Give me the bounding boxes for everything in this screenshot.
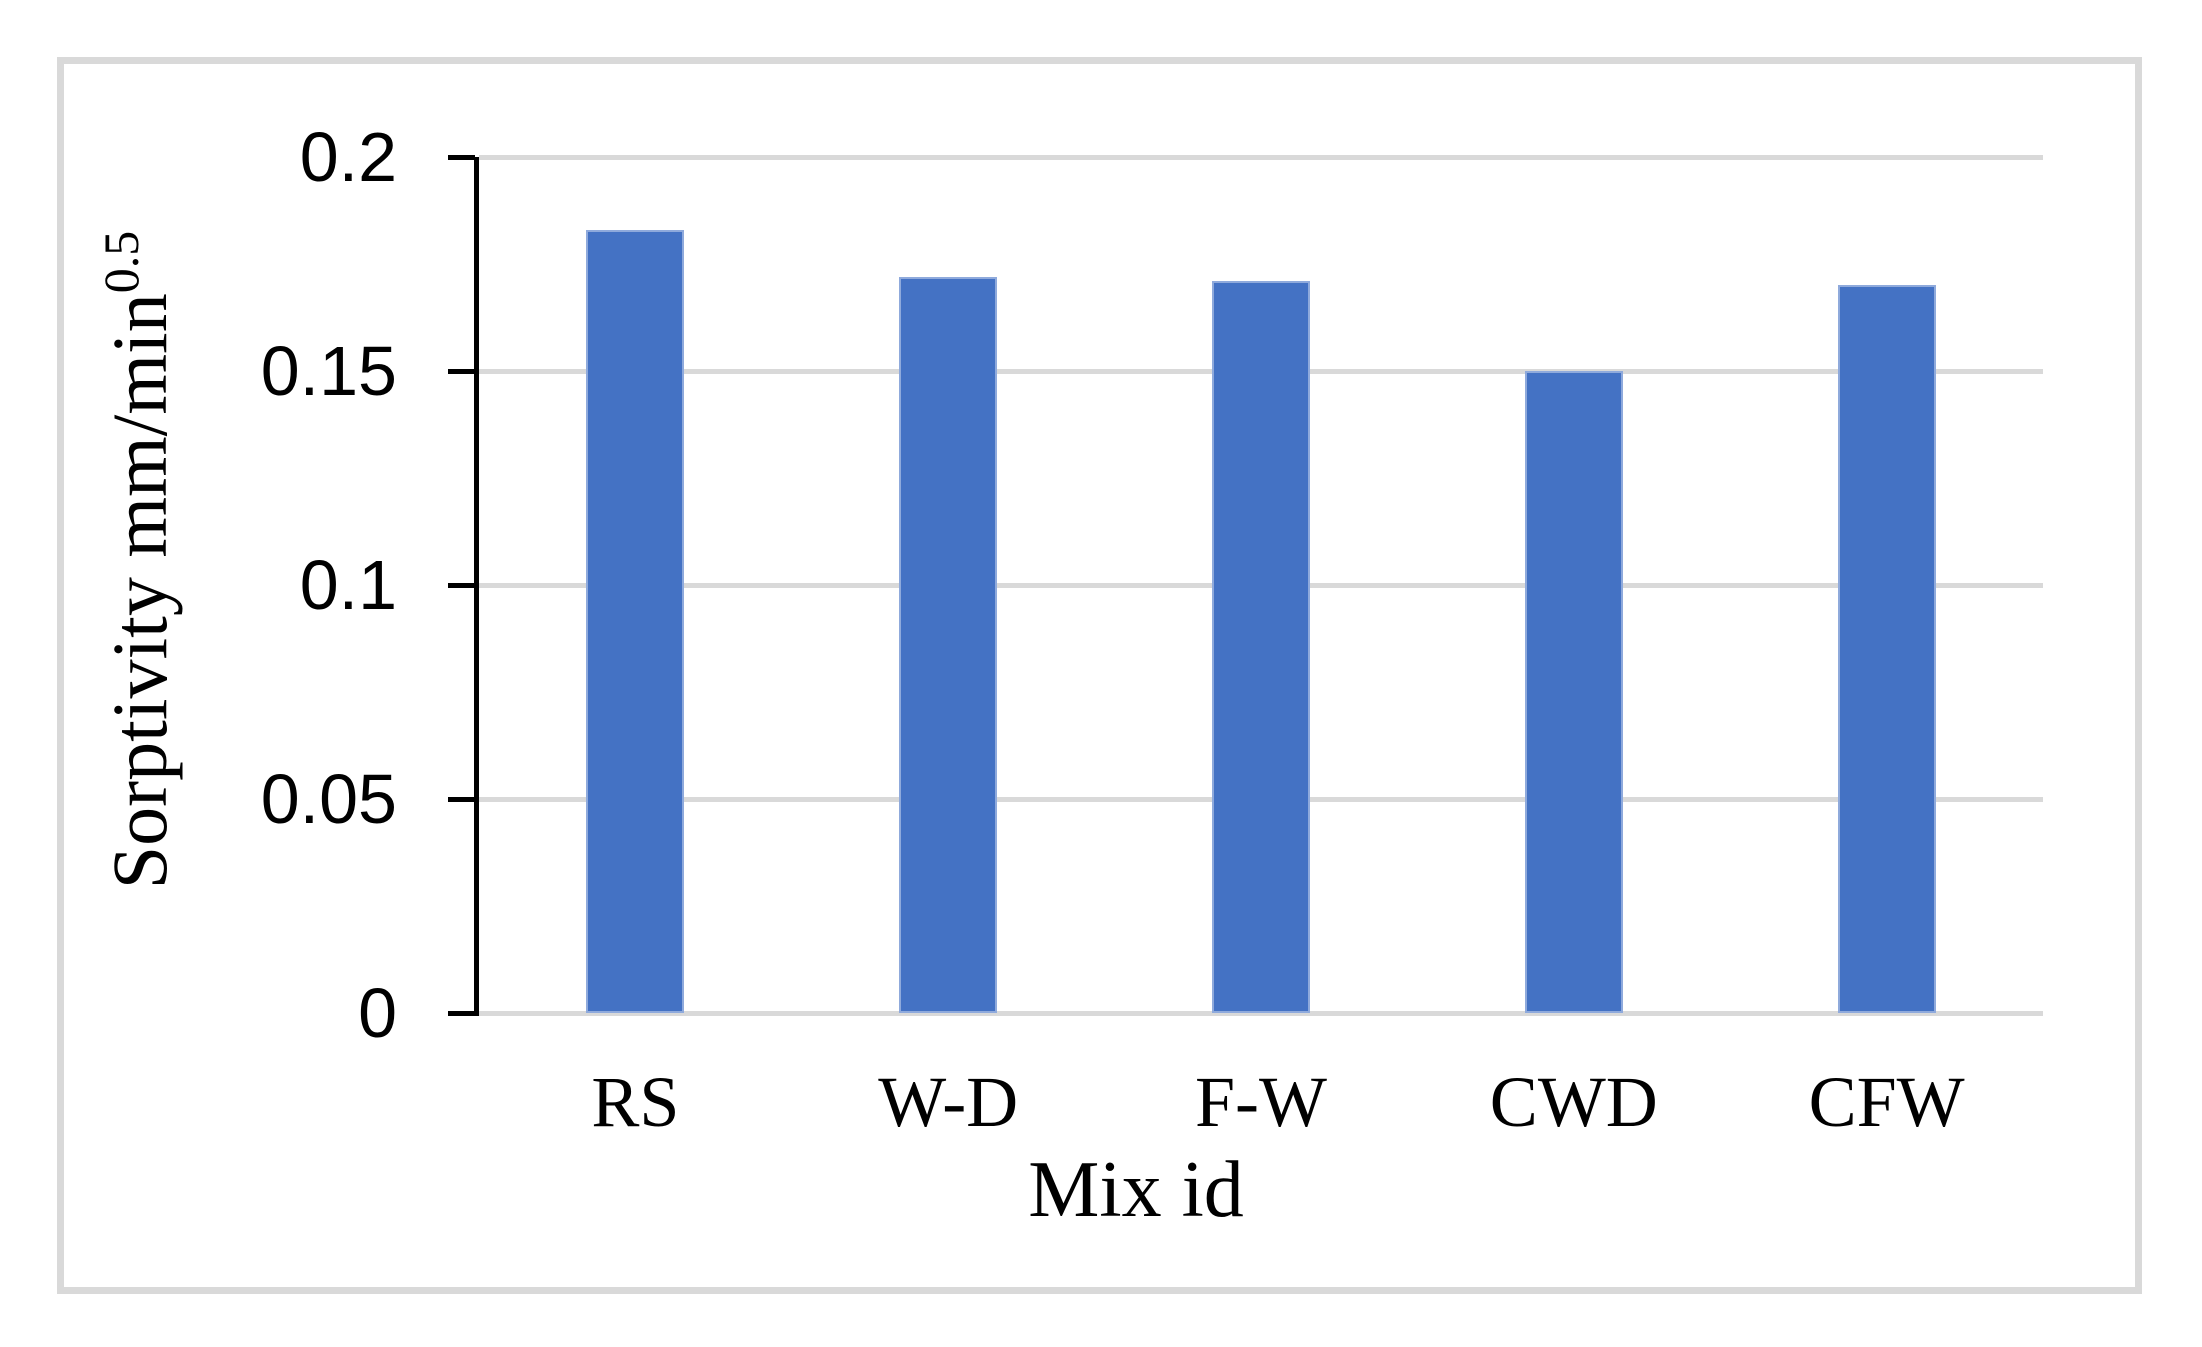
x-category-label-RS: RS — [591, 1062, 680, 1142]
y-tick-label: 0.15 — [260, 332, 397, 410]
y-gridline — [479, 1010, 2043, 1016]
y-tick-label: 0.05 — [260, 760, 397, 838]
y-tick-label: 0.2 — [299, 118, 397, 196]
bar-CFW — [1837, 285, 1936, 1013]
bar-W-D — [899, 276, 998, 1013]
x-category-label-CWD: CWD — [1489, 1062, 1658, 1142]
x-category-label-W-D: W-D — [878, 1062, 1019, 1142]
x-category-label-CFW: CFW — [1808, 1062, 1965, 1142]
y-tick-label: 0.1 — [299, 546, 397, 624]
bar-F-W — [1212, 281, 1310, 1013]
y-axis-tick — [448, 154, 475, 160]
chart-frame — [57, 57, 2142, 1294]
bar-RS — [586, 229, 685, 1013]
y-tick-label: 0 — [358, 974, 397, 1052]
y-axis-tick — [448, 796, 475, 802]
x-axis-title: Mix id — [1028, 1146, 1244, 1234]
y-gridline — [479, 154, 2043, 160]
y-axis-title-superscript: 0.5 — [93, 230, 149, 294]
y-axis-tick — [448, 1010, 475, 1016]
x-category-label-F-W: F-W — [1195, 1062, 1327, 1142]
plot-area — [479, 154, 2043, 1016]
y-axis-line — [474, 157, 479, 1016]
y-axis-tick — [448, 582, 475, 588]
y-axis-tick — [448, 368, 475, 374]
bar-CWD — [1524, 371, 1623, 1013]
